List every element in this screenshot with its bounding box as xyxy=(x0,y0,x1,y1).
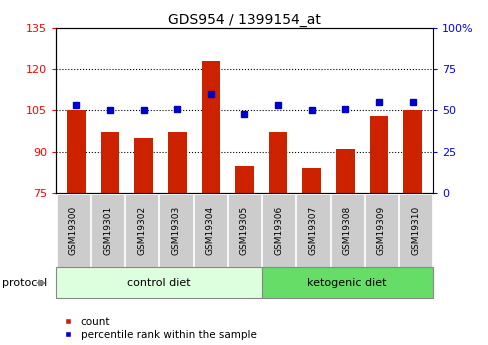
Text: GSM19300: GSM19300 xyxy=(69,206,78,255)
Legend: count, percentile rank within the sample: count, percentile rank within the sample xyxy=(64,317,256,340)
Bar xyxy=(302,168,320,193)
Bar xyxy=(201,61,220,193)
Text: ketogenic diet: ketogenic diet xyxy=(307,278,386,288)
Text: GSM19306: GSM19306 xyxy=(274,206,283,255)
Bar xyxy=(335,149,354,193)
Text: GSM19304: GSM19304 xyxy=(205,206,214,255)
Text: GSM19303: GSM19303 xyxy=(171,206,180,255)
Text: GSM19310: GSM19310 xyxy=(410,206,419,255)
Text: GSM19308: GSM19308 xyxy=(342,206,351,255)
Text: GSM19305: GSM19305 xyxy=(240,206,248,255)
Text: GSM19301: GSM19301 xyxy=(103,206,112,255)
Title: GDS954 / 1399154_at: GDS954 / 1399154_at xyxy=(168,12,320,27)
Bar xyxy=(369,116,387,193)
Text: control diet: control diet xyxy=(127,278,190,288)
Bar xyxy=(67,110,85,193)
Text: GSM19307: GSM19307 xyxy=(308,206,317,255)
Text: GSM19309: GSM19309 xyxy=(376,206,385,255)
Text: GSM19302: GSM19302 xyxy=(137,206,146,255)
Text: protocol: protocol xyxy=(2,278,48,288)
Bar xyxy=(134,138,153,193)
Bar xyxy=(168,132,186,193)
Bar xyxy=(235,166,253,193)
Bar xyxy=(403,110,421,193)
Bar xyxy=(268,132,287,193)
Bar xyxy=(101,132,119,193)
